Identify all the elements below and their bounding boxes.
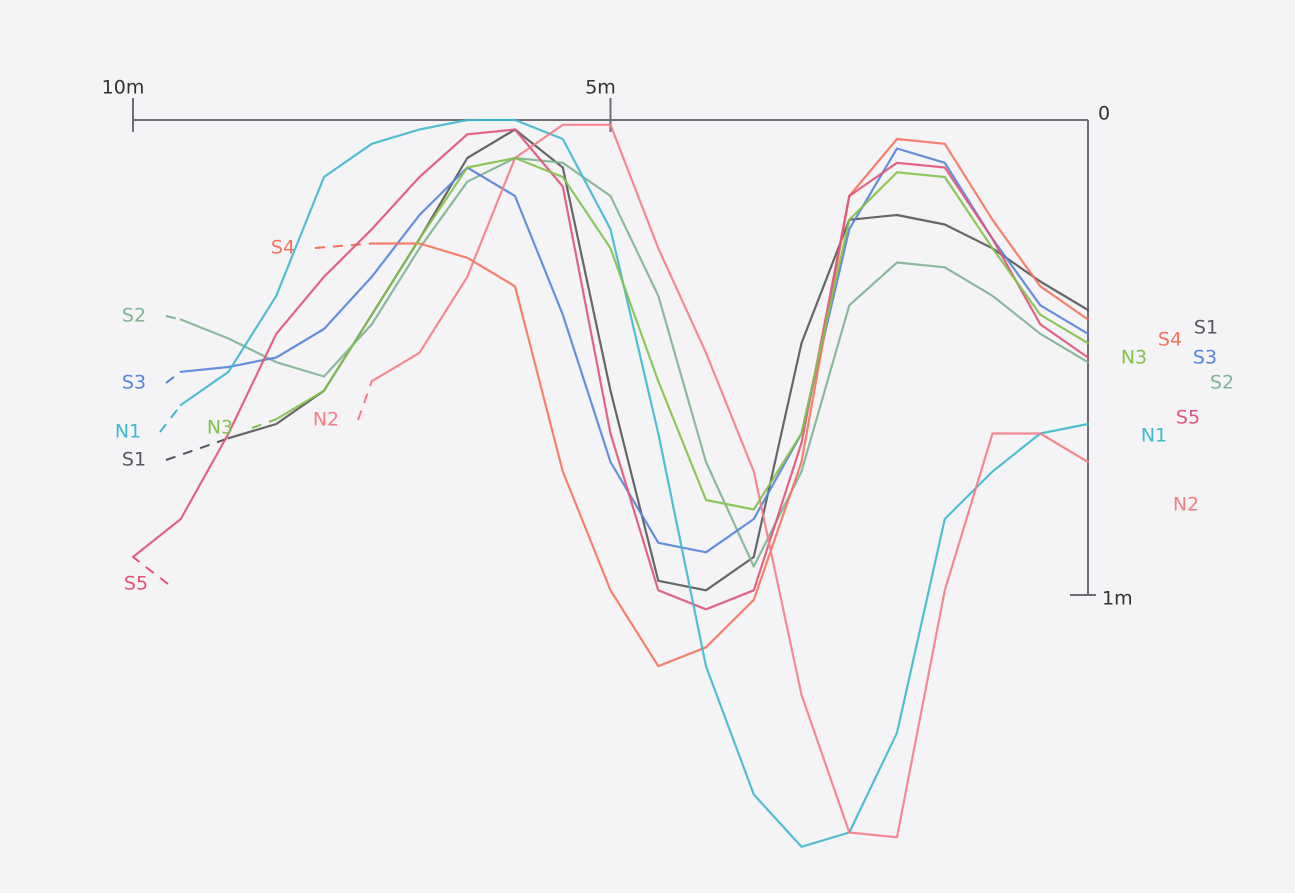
series-label-right: S1 [1194, 317, 1218, 339]
x-tick-label: 5m [585, 77, 616, 99]
y-tick-label: 1m [1102, 588, 1133, 610]
series-line [370, 137, 1090, 668]
leader-line [251, 418, 277, 429]
series-line [179, 118, 1090, 848]
series-label-left: S5 [124, 573, 148, 595]
series-label-right: N2 [1173, 494, 1199, 516]
series-label-left: S2 [122, 305, 146, 327]
series-label-left: N3 [207, 417, 233, 439]
series-line [370, 123, 1090, 839]
series-label-right: S3 [1193, 347, 1217, 369]
series-label-right: S2 [1210, 372, 1234, 394]
series-label-right: N3 [1121, 347, 1147, 369]
series-label-left: S4 [271, 237, 295, 259]
series-line [179, 156, 1090, 568]
leader-line [165, 315, 181, 321]
series-label-left: N1 [115, 421, 141, 443]
series-label-left: S1 [122, 449, 146, 471]
series-line [179, 147, 1090, 554]
x-tick-label: 0 [1098, 103, 1110, 125]
leader-line [165, 437, 229, 461]
series-line [275, 156, 1090, 511]
x-tick-label: 10m [102, 77, 145, 99]
series-label-right: S4 [1158, 329, 1182, 351]
series-label-right: S5 [1176, 407, 1200, 429]
series-line [131, 128, 1090, 611]
leader-line [159, 404, 182, 433]
leader-line [357, 380, 373, 421]
series-label-left: N2 [313, 409, 339, 431]
leader-line [165, 370, 182, 384]
series-label-left: S3 [122, 372, 146, 394]
series-label-right: N1 [1141, 425, 1167, 447]
leader-line [132, 556, 169, 585]
leader-line [314, 242, 372, 249]
